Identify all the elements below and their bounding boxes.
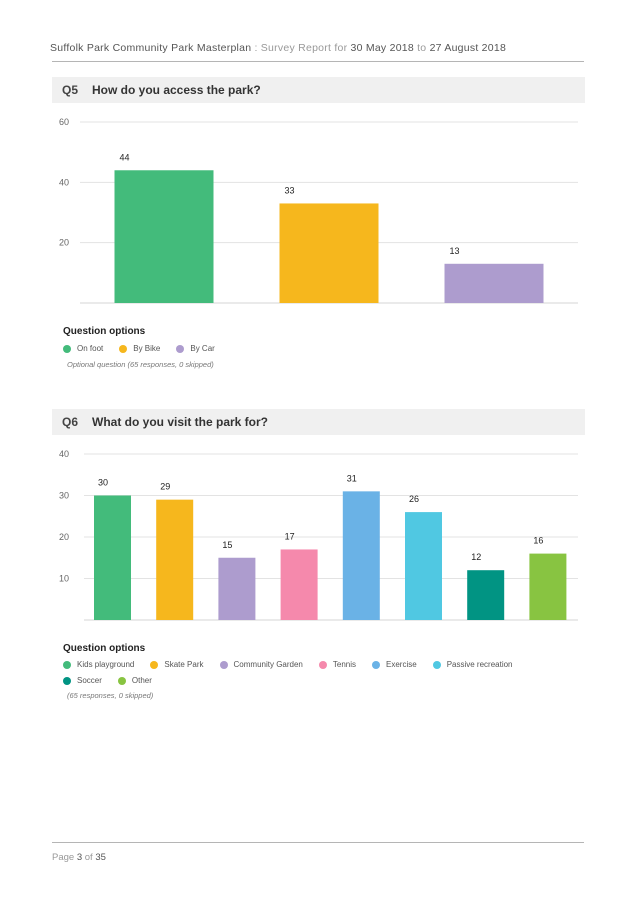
chart1-bar-by-car	[444, 263, 544, 303]
chart2-data-label: 26	[409, 494, 419, 504]
chart2-legend-item: Passive recreation	[432, 660, 513, 669]
chart2-y-tick-label: 40	[59, 449, 69, 459]
chart2-data-label: 16	[533, 536, 543, 546]
chart1-data-label: 13	[450, 246, 460, 256]
chart1-legend-item: By Car	[176, 344, 215, 353]
chart2-legend-item: Exercise	[372, 660, 417, 669]
chart2-legend-item: Community Garden	[219, 660, 303, 669]
chart1-y-tick-label: 20	[59, 238, 69, 248]
chart2-legend-item: Tennis	[318, 660, 356, 669]
chart1-y-tick-label: 40	[59, 177, 69, 187]
chart2-y-tick-label: 10	[59, 574, 69, 584]
chart2-legend-item: Other	[117, 676, 152, 685]
chart2-bar-soccer	[467, 570, 505, 620]
page-total: 35	[95, 852, 106, 863]
chart2-data-label: 29	[160, 482, 170, 492]
chart2-data-label: 15	[222, 540, 232, 550]
chart1-legend-item: By Bike	[119, 344, 160, 353]
q5-response-note: Optional question (65 responses, 0 skipp…	[67, 360, 214, 369]
chart2-legend-label: Community Garden	[233, 660, 303, 669]
legend-swatch-icon	[219, 660, 228, 669]
legend-swatch-icon	[150, 660, 159, 669]
chart1-legend-label: By Car	[190, 344, 215, 353]
q5-title: How do you access the park?	[92, 83, 261, 97]
report-end-date: 27 August 2018	[429, 42, 507, 54]
chart2-bar-passive-recreation	[405, 512, 442, 620]
legend-swatch-icon	[372, 660, 380, 669]
q5-title-bar: Q5 How do you access the park?	[52, 77, 585, 103]
chart2-bar-skate-park	[156, 499, 194, 620]
q6-options-title: Question options	[63, 643, 146, 654]
legend-swatch-icon	[432, 660, 441, 669]
legend-swatch-icon	[63, 344, 71, 353]
q5-number: Q5	[61, 83, 78, 97]
chart2-data-label: 30	[98, 478, 108, 488]
q6-response-note: (65 responses, 0 skipped)	[67, 691, 154, 700]
chart2-legend-label: Kids playground	[77, 660, 135, 669]
legend-swatch-icon	[63, 676, 71, 685]
q6-bar-chart: 10 20 30 40 30 29 15 17 31 26 12 16	[59, 449, 578, 621]
chart1-legend-label: By Bike	[133, 344, 161, 353]
chart2-data-label: 12	[471, 552, 481, 562]
chart2-y-tick-label: 20	[59, 532, 69, 542]
report-start-date: 30 May 2018	[350, 42, 414, 54]
chart2-legend-label: Soccer	[77, 676, 102, 685]
chart2-data-label: 17	[285, 531, 295, 541]
legend-swatch-icon	[63, 660, 71, 669]
chart1-bar-on-foot	[114, 170, 214, 303]
chart2-legend-label: Other	[131, 676, 152, 685]
chart1-y-tick-label: 60	[59, 117, 69, 127]
q5-legend: On foot By Bike By Car	[63, 344, 583, 353]
chart2-bar-kids-playground	[94, 495, 131, 620]
footer-rule	[52, 842, 584, 843]
legend-swatch-icon	[176, 344, 185, 353]
chart2-bar-tennis	[280, 549, 318, 620]
report-title: Suffolk Park Community Park Masterplan	[50, 42, 252, 54]
page-label: Page	[52, 852, 77, 863]
q6-number: Q6	[61, 415, 78, 429]
page-number: 3	[76, 852, 83, 863]
chart1-legend-item: On foot	[63, 344, 103, 353]
q5-bar-chart: 20 40 60 44 33 13	[59, 117, 578, 304]
chart2-legend-label: Passive recreation	[446, 660, 513, 669]
q5-options-title: Question options	[63, 326, 146, 337]
chart1-data-label: 44	[120, 152, 130, 162]
chart1-legend-label: On foot	[77, 344, 104, 353]
header-rule	[52, 61, 584, 62]
chart2-data-label: 31	[347, 473, 357, 483]
chart2-legend-item: Kids playground	[63, 660, 134, 669]
chart1-bar-by-bike	[279, 203, 379, 303]
page-of: of	[82, 852, 96, 863]
chart2-legend-label: Tennis	[332, 660, 356, 669]
q6-title: What do you visit the park for?	[92, 415, 269, 429]
chart2-bar-exercise	[342, 491, 380, 620]
legend-swatch-icon	[119, 344, 128, 353]
report-header: Suffolk Park Community Park Masterplan :…	[50, 42, 585, 54]
chart2-y-tick-label: 30	[59, 491, 69, 501]
chart1-data-label: 33	[285, 185, 295, 195]
chart2-legend-item: Skate Park	[150, 660, 204, 669]
chart2-bar-other	[529, 553, 567, 620]
report-period-to: to	[413, 42, 430, 54]
q6-title-bar: Q6 What do you visit the park for?	[52, 409, 585, 435]
report-period-label: : Survey Report for	[251, 42, 351, 54]
legend-swatch-icon	[318, 660, 327, 669]
chart2-legend-item: Soccer	[63, 676, 102, 685]
chart2-bar-community-garden	[218, 557, 256, 620]
q6-legend: Kids playground Skate Park Community Garde…	[63, 660, 583, 685]
chart2-legend-label: Skate Park	[164, 660, 204, 669]
chart2-legend-label: Exercise	[386, 660, 417, 669]
legend-swatch-icon	[117, 676, 126, 685]
page-footer: Page 3 of 35	[52, 852, 106, 863]
